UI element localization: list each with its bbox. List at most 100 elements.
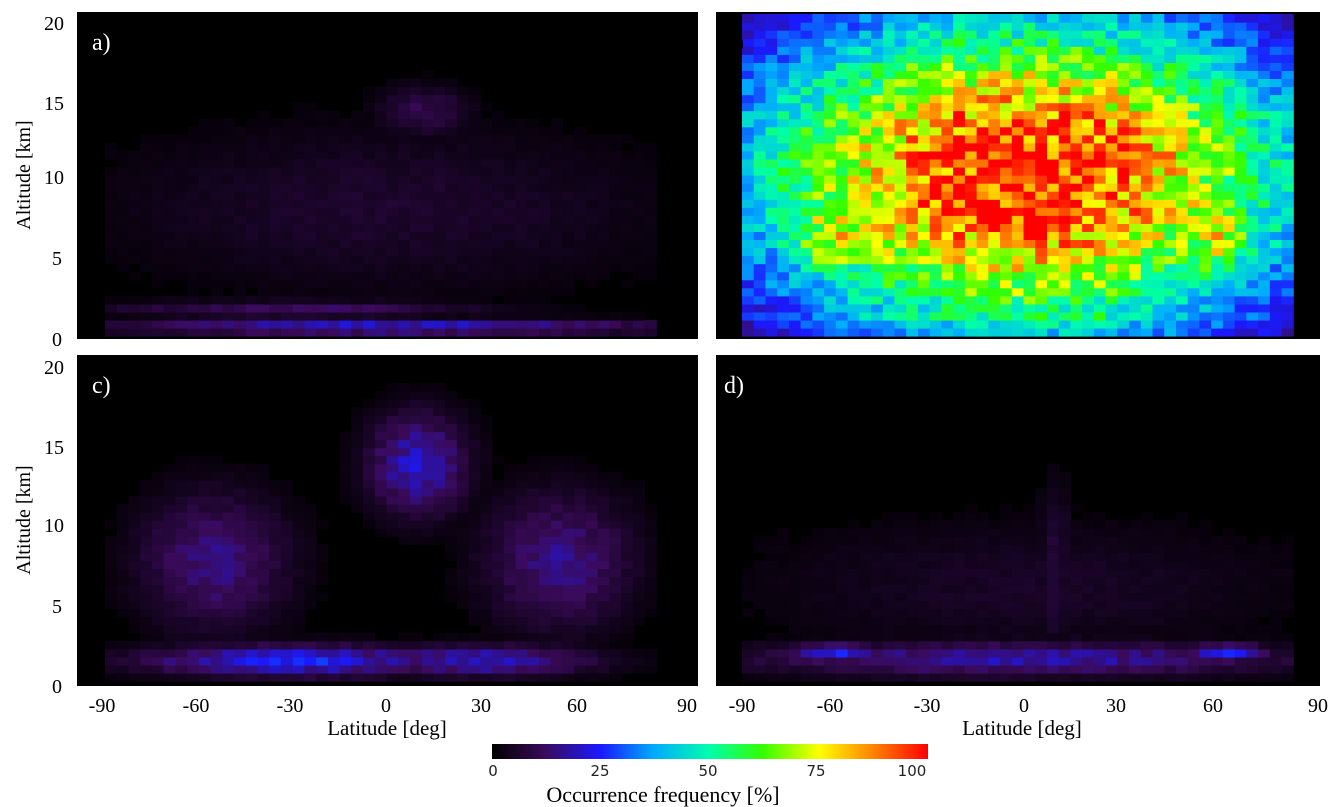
heatmap-cell	[882, 102, 896, 112]
heatmap-cell	[953, 102, 966, 112]
heatmap-cell	[777, 118, 790, 128]
heatmap-cell	[257, 239, 270, 249]
heatmap-cell	[386, 391, 399, 400]
heatmap-cell	[917, 239, 931, 249]
heatmap-cell	[917, 319, 931, 329]
heatmap-cell	[363, 231, 376, 240]
heatmap-cell	[1117, 110, 1130, 120]
heatmap-cell	[871, 656, 884, 666]
heatmap-cell	[480, 487, 493, 497]
heatmap-cell	[1176, 175, 1189, 184]
heatmap-cell	[953, 62, 966, 71]
heatmap-cell	[445, 592, 458, 602]
heatmap-cell	[492, 600, 505, 610]
heatmap-cell	[1070, 94, 1083, 104]
heatmap-cell	[1070, 247, 1083, 257]
heatmap-cell	[374, 287, 388, 297]
heatmap-cell	[906, 86, 919, 96]
heatmap-cell	[269, 503, 282, 513]
heatmap-cell	[1281, 78, 1294, 88]
heatmap-cell	[374, 656, 388, 666]
heatmap-cell	[210, 624, 223, 634]
heatmap-cell	[871, 600, 884, 610]
heatmap-cell	[882, 166, 896, 176]
heatmap-cell	[1093, 86, 1107, 96]
heatmap-cell	[151, 319, 165, 329]
heatmap-cell	[316, 311, 329, 321]
heatmap-cell	[859, 215, 872, 224]
heatmap-cell	[292, 568, 305, 577]
heatmap-cell	[1023, 640, 1036, 650]
heatmap-cell	[445, 215, 458, 224]
heatmap-cell	[386, 255, 399, 265]
heatmap-cell	[917, 86, 931, 96]
heatmap-cell	[1211, 22, 1224, 31]
heatmap-cell	[1117, 632, 1130, 642]
heatmap-cell	[1035, 536, 1048, 545]
heatmap-cell	[882, 150, 896, 160]
heatmap-cell	[964, 624, 978, 634]
heatmap-cell	[1269, 86, 1283, 96]
heatmap-cell	[988, 287, 1001, 297]
heatmap-cell	[988, 528, 1001, 537]
heatmap-cell	[503, 311, 517, 321]
heatmap-cell	[151, 616, 165, 626]
heatmap-cell	[765, 255, 778, 265]
heatmap-cell	[964, 231, 978, 240]
heatmap-cell	[847, 624, 860, 634]
heatmap-cell	[210, 528, 223, 537]
heatmap-cell	[964, 311, 978, 321]
heatmap-cell	[824, 319, 837, 329]
heatmap-cell	[871, 311, 884, 321]
heatmap-cell	[929, 142, 942, 152]
panel-a-ytick-0: 0	[52, 329, 62, 351]
heatmap-cell	[988, 166, 1001, 176]
heatmap-cell	[894, 54, 907, 63]
heatmap-cell	[1211, 30, 1224, 39]
heatmap-cell	[175, 624, 188, 634]
heatmap-cell	[445, 495, 458, 505]
heatmap-cell	[492, 158, 505, 168]
heatmap-cell	[1023, 608, 1036, 618]
heatmap-cell	[386, 511, 399, 521]
heatmap-cell	[1035, 175, 1048, 184]
heatmap-cell	[941, 648, 954, 658]
heatmap-cell	[456, 648, 470, 658]
heatmap-cell	[1023, 231, 1036, 240]
heatmap-cell	[445, 423, 458, 433]
heatmap-cell	[894, 279, 907, 289]
heatmap-cell	[316, 664, 329, 674]
heatmap-cell	[175, 295, 188, 305]
heatmap-cell	[421, 495, 434, 505]
heatmap-cell	[906, 600, 919, 610]
heatmap-cell	[128, 158, 141, 168]
heatmap-cell	[304, 303, 317, 313]
heatmap-cell	[198, 142, 212, 152]
heatmap-cell	[1211, 207, 1224, 216]
heatmap-cell	[175, 664, 188, 674]
heatmap-cell	[292, 536, 305, 545]
heatmap-cell	[1082, 536, 1095, 545]
heatmap-cell	[835, 544, 849, 553]
heatmap-cell	[445, 673, 458, 682]
heatmap-cell	[503, 327, 517, 337]
heatmap-cell	[386, 487, 399, 497]
heatmap-cell	[1070, 14, 1083, 23]
heatmap-cell	[742, 568, 755, 577]
heatmap-cell	[187, 311, 200, 321]
heatmap-cell	[374, 528, 388, 537]
heatmap-cell	[1047, 471, 1060, 481]
heatmap-cell	[1023, 648, 1036, 658]
heatmap-cell	[1258, 311, 1271, 321]
heatmap-cell	[245, 511, 259, 521]
heatmap-cell	[374, 134, 388, 144]
heatmap-cell	[1105, 199, 1118, 208]
heatmap-cell	[1246, 94, 1259, 104]
heatmap-cell	[1093, 528, 1107, 537]
heatmap-cell	[777, 303, 790, 313]
heatmap-cell	[574, 656, 587, 666]
heatmap-cell	[1000, 552, 1013, 561]
heatmap-cell	[1117, 311, 1130, 321]
heatmap-cell	[292, 279, 305, 289]
heatmap-cell	[550, 503, 563, 513]
